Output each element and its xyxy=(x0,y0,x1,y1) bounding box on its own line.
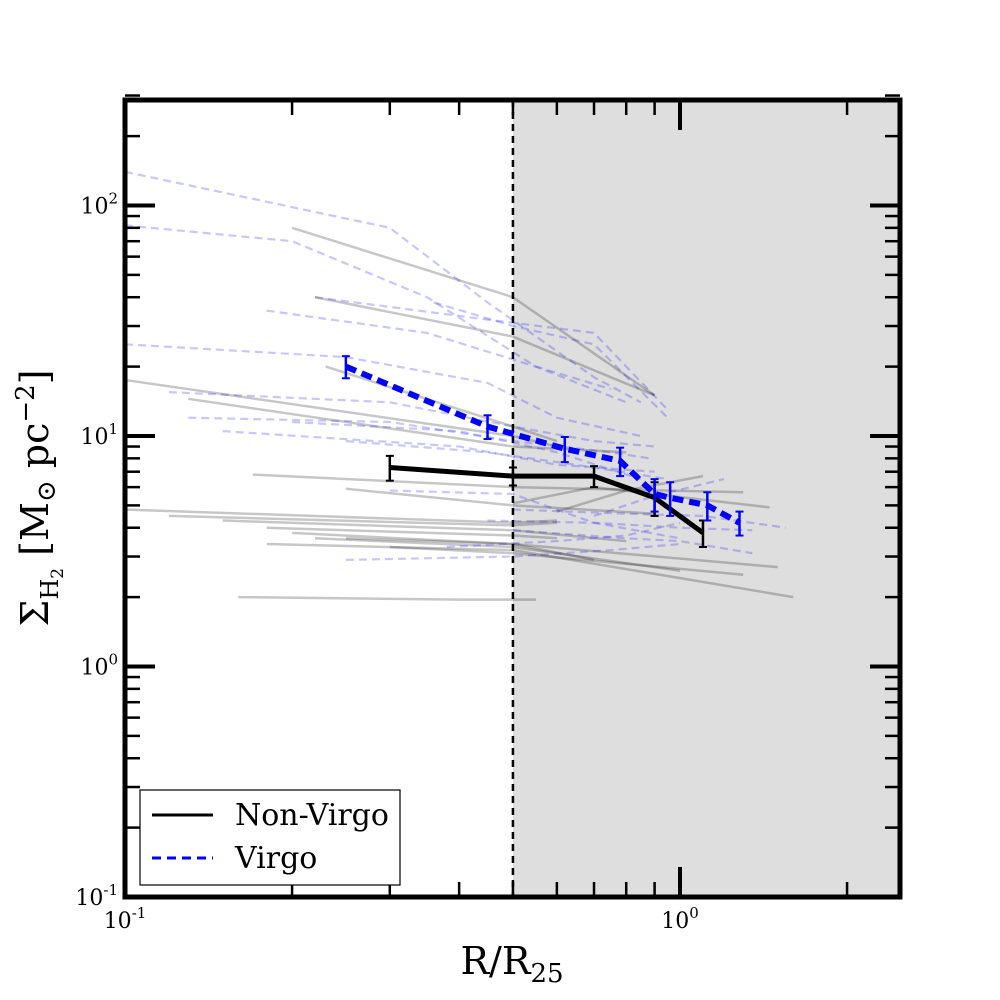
non-virgo-galaxy-line-12 xyxy=(345,537,595,562)
virgo-galaxy-line-11 xyxy=(389,489,681,540)
virgo-galaxy-line-0 xyxy=(124,170,642,404)
y-tick-label-2: 101 xyxy=(80,420,118,450)
virgo-galaxy-line-4 xyxy=(266,309,627,404)
virgo-error-bar-7 xyxy=(735,510,744,537)
x-tick-label-base-1: 10 xyxy=(661,909,689,934)
virgo-galaxy-line-8 xyxy=(292,420,642,481)
y-tick-label-base-2: 10 xyxy=(80,425,108,450)
non-virgo-galaxy-line-15 xyxy=(266,542,794,599)
non-virgo-galaxy-line-2 xyxy=(124,378,558,448)
non-virgo-error-bar-1 xyxy=(508,466,517,487)
virgo-galaxy-line-12 xyxy=(512,508,786,529)
y-tick-label-base-0: 10 xyxy=(75,886,103,911)
non-virgo-error-bar-0 xyxy=(385,454,394,482)
virgo-galaxy-line-2 xyxy=(433,301,669,419)
legend-box xyxy=(139,789,401,886)
y-tick-label-3: 102 xyxy=(80,190,118,220)
non-virgo-galaxy-line-9 xyxy=(222,519,627,543)
x-axis-label: R/R25 xyxy=(460,939,563,989)
virgo-galaxy-line-7 xyxy=(188,416,650,460)
virgo-error-bar-0 xyxy=(341,355,350,380)
virgo-error-bar-1 xyxy=(483,414,492,441)
virgo-galaxy-line-16 xyxy=(593,478,725,517)
virgo-galaxy-line-17 xyxy=(446,521,681,549)
y-tick-label-exp-3: 2 xyxy=(108,190,118,208)
virgo-error-bar-3 xyxy=(616,446,625,478)
virgo-error-bar-5 xyxy=(666,481,675,517)
legend-label-virgo: Virgo xyxy=(234,841,317,876)
y-tick-label-exp-2: 1 xyxy=(108,420,118,438)
y-tick-label-exp-0: -1 xyxy=(103,881,118,899)
non-virgo-galaxy-line-10 xyxy=(266,526,557,540)
virgo-galaxy-line-3 xyxy=(314,296,669,411)
virgo-error-bar-6 xyxy=(703,491,712,522)
virgo-galaxy-line-6 xyxy=(168,391,655,448)
legend-label-non-virgo: Non-Virgo xyxy=(235,798,389,833)
x-tick-label-1: 100 xyxy=(661,904,699,934)
virgo-galaxy-line-14 xyxy=(512,529,753,555)
non-virgo-galaxy-line-5 xyxy=(252,473,744,494)
non-virgo-galaxy-line-3 xyxy=(325,365,558,443)
virgo-error-bar-2 xyxy=(560,436,569,464)
non-virgo-galaxy-line-14 xyxy=(314,537,681,573)
non-virgo-galaxy-line-1 xyxy=(314,295,656,397)
y-tick-label-0: 10-1 xyxy=(75,881,118,911)
virgo-galaxy-line-5 xyxy=(124,343,642,438)
non-virgo-galaxy-line-6 xyxy=(345,487,655,515)
non-virgo-error-bar-2 xyxy=(590,465,599,489)
virgo-galaxy-line-13 xyxy=(487,519,753,532)
virgo-galaxy-line-15 xyxy=(345,542,681,561)
y-tick-label-base-3: 10 xyxy=(80,195,108,220)
individual-profiles-layer xyxy=(124,170,794,601)
x-tick-label-0: 10-1 xyxy=(104,904,147,934)
x-tick-label-exp-0: -1 xyxy=(132,904,147,922)
non-virgo-galaxy-line-11 xyxy=(292,531,778,569)
y-tick-label-1: 100 xyxy=(80,651,118,681)
virgo-error-bar-4 xyxy=(650,478,659,513)
non-virgo-galaxy-line-7 xyxy=(124,508,557,525)
non-virgo-galaxy-line-8 xyxy=(168,514,557,527)
virgo-galaxy-line-1 xyxy=(124,224,612,391)
virgo-median-line xyxy=(344,363,741,526)
virgo-galaxy-line-9 xyxy=(222,430,655,473)
virgo-galaxy-line-10 xyxy=(345,440,668,481)
non-virgo-galaxy-line-0 xyxy=(291,226,656,397)
y-tick-label-exp-1: 0 xyxy=(108,651,118,669)
y-tick-label-base-1: 10 xyxy=(80,656,108,681)
non-virgo-galaxy-line-17 xyxy=(556,474,704,513)
x-tick-label-exp-1: 0 xyxy=(689,904,699,922)
non-virgo-galaxy-line-4 xyxy=(188,397,627,454)
x-tick-label-base-0: 10 xyxy=(104,909,132,934)
legend: Non-Virgo Virgo xyxy=(139,789,401,886)
non-virgo-galaxy-line-18 xyxy=(238,595,536,601)
plot-frame xyxy=(122,97,903,900)
y-axis-label: ΣH2 [M⊙ pc−2] xyxy=(11,369,68,626)
median-profiles-layer xyxy=(341,355,744,548)
non-virgo-galaxy-line-13 xyxy=(389,545,744,577)
